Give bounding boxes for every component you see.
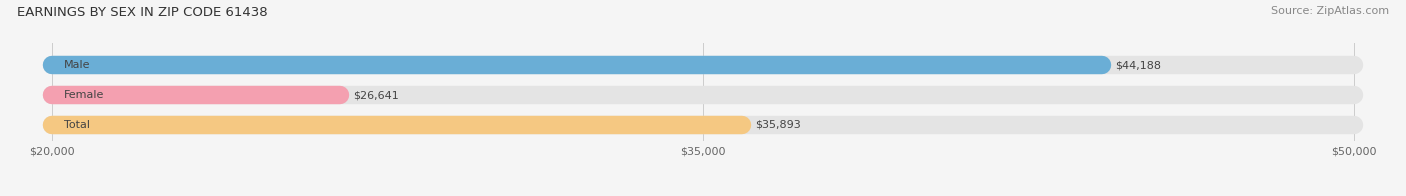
Text: $26,641: $26,641 bbox=[353, 90, 399, 100]
Text: Total: Total bbox=[65, 120, 90, 130]
Text: Female: Female bbox=[65, 90, 104, 100]
Text: EARNINGS BY SEX IN ZIP CODE 61438: EARNINGS BY SEX IN ZIP CODE 61438 bbox=[17, 6, 267, 19]
Text: $44,188: $44,188 bbox=[1115, 60, 1161, 70]
Text: Source: ZipAtlas.com: Source: ZipAtlas.com bbox=[1271, 6, 1389, 16]
Text: $35,893: $35,893 bbox=[755, 120, 800, 130]
Text: Male: Male bbox=[65, 60, 91, 70]
